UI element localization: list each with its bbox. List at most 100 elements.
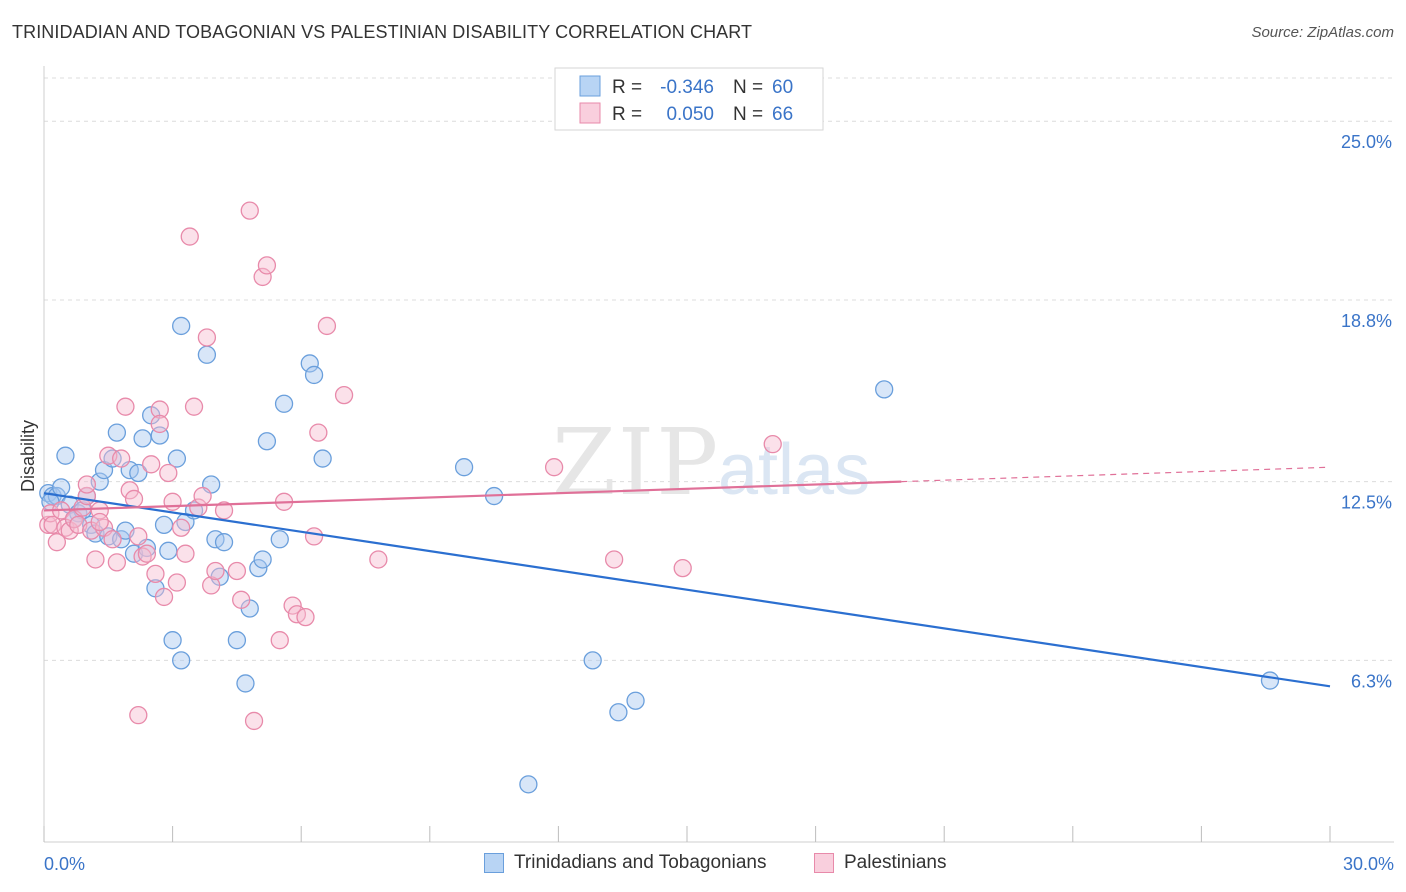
data-point (51, 478, 71, 497)
data-point (86, 550, 105, 569)
legend-swatch-blue (484, 853, 504, 873)
data-point (112, 449, 131, 468)
data-point (296, 607, 315, 627)
data-point (232, 590, 251, 609)
data-point (626, 691, 645, 710)
data-point (257, 432, 277, 451)
data-point (103, 530, 122, 549)
data-point (116, 397, 135, 416)
data-point (133, 429, 152, 448)
data-point (240, 201, 259, 220)
top-legend-r-value: -0.346 (660, 77, 714, 98)
data-point (274, 394, 294, 413)
data-point (142, 455, 161, 474)
data-point (334, 385, 354, 405)
trend-line-dashed-pink (901, 466, 1331, 483)
top-legend-n-value: 66 (772, 104, 793, 125)
data-point (673, 558, 692, 578)
data-point (609, 703, 628, 722)
data-point (227, 561, 247, 581)
data-point (159, 541, 178, 560)
data-point (107, 423, 127, 442)
data-point (257, 256, 277, 275)
data-point (47, 533, 67, 552)
data-point (249, 558, 268, 578)
data-point (227, 631, 247, 650)
legend-item-palestinians[interactable]: Palestinians (814, 852, 946, 874)
top-legend-n-label: N = (733, 77, 763, 98)
data-point (172, 518, 191, 537)
data-point (107, 553, 127, 572)
top-legend-swatch-blue (579, 75, 601, 97)
data-point (129, 463, 148, 483)
data-point (236, 674, 255, 693)
y-axis-label: Disability (18, 420, 38, 492)
trend-line-blue (43, 492, 1331, 688)
data-point (184, 397, 204, 416)
y-tick-label: 25.0% (1341, 132, 1392, 152)
data-point (163, 631, 182, 650)
data-point (369, 550, 388, 569)
data-point (1260, 671, 1280, 690)
data-point (244, 711, 264, 731)
data-point (270, 631, 289, 650)
series-points-pink (39, 201, 782, 731)
data-point (206, 561, 225, 581)
data-point (193, 486, 212, 506)
data-point (214, 501, 234, 520)
top-legend-n-value: 60 (772, 77, 793, 98)
data-point (875, 380, 894, 399)
data-point (197, 345, 217, 364)
data-point (197, 328, 217, 347)
data-point (300, 354, 319, 373)
y-tick-label: 18.8% (1341, 311, 1392, 331)
data-point (763, 434, 782, 454)
legend-swatch-pink (814, 853, 834, 873)
data-point (154, 515, 174, 535)
data-point (214, 533, 234, 552)
data-point (150, 414, 169, 434)
data-point (90, 512, 109, 532)
legend-label-palestinians: Palestinians (844, 852, 947, 873)
data-point (604, 550, 624, 569)
data-point (180, 227, 199, 246)
data-point (167, 573, 187, 592)
watermark-atlas: atlas (718, 430, 870, 510)
data-point (77, 475, 97, 494)
data-point (519, 775, 538, 794)
top-legend-r-value: 0.050 (666, 104, 714, 125)
data-point (253, 267, 272, 287)
y-tick-label: 6.3% (1351, 671, 1392, 691)
data-point (150, 400, 169, 419)
data-point (129, 527, 148, 546)
data-point (317, 316, 337, 336)
data-point (154, 587, 174, 607)
data-point (270, 530, 289, 549)
chart-title: TRINIDADIAN AND TOBAGONIAN VS PALESTINIA… (12, 22, 753, 42)
data-point (253, 550, 272, 569)
data-point (283, 596, 302, 615)
data-point (146, 564, 165, 584)
data-point (172, 651, 191, 670)
source-credit: Source: ZipAtlas.com (1251, 24, 1394, 41)
top-legend: R = -0.346 N = 60 R = 0.050 N = 66 (554, 67, 824, 131)
legend-label-trinidadians: Trinidadians and Tobagonians (514, 852, 767, 873)
top-legend-swatch-pink (579, 102, 601, 124)
legend-item-trinidadians[interactable]: Trinidadians and Tobagonians (484, 852, 766, 874)
x-tick-label-max: 30.0% (1343, 854, 1394, 874)
data-point (56, 446, 75, 465)
top-legend-n-label: N = (733, 104, 763, 125)
data-point (304, 365, 324, 385)
trend-line-pink (43, 480, 902, 512)
data-point (163, 492, 182, 511)
data-point (176, 544, 195, 563)
data-point (313, 449, 332, 468)
data-point (120, 481, 139, 500)
data-point (167, 449, 187, 468)
data-point (159, 463, 178, 483)
data-point (304, 527, 324, 546)
data-point (172, 316, 191, 336)
data-point (137, 544, 157, 563)
data-point (583, 651, 602, 670)
